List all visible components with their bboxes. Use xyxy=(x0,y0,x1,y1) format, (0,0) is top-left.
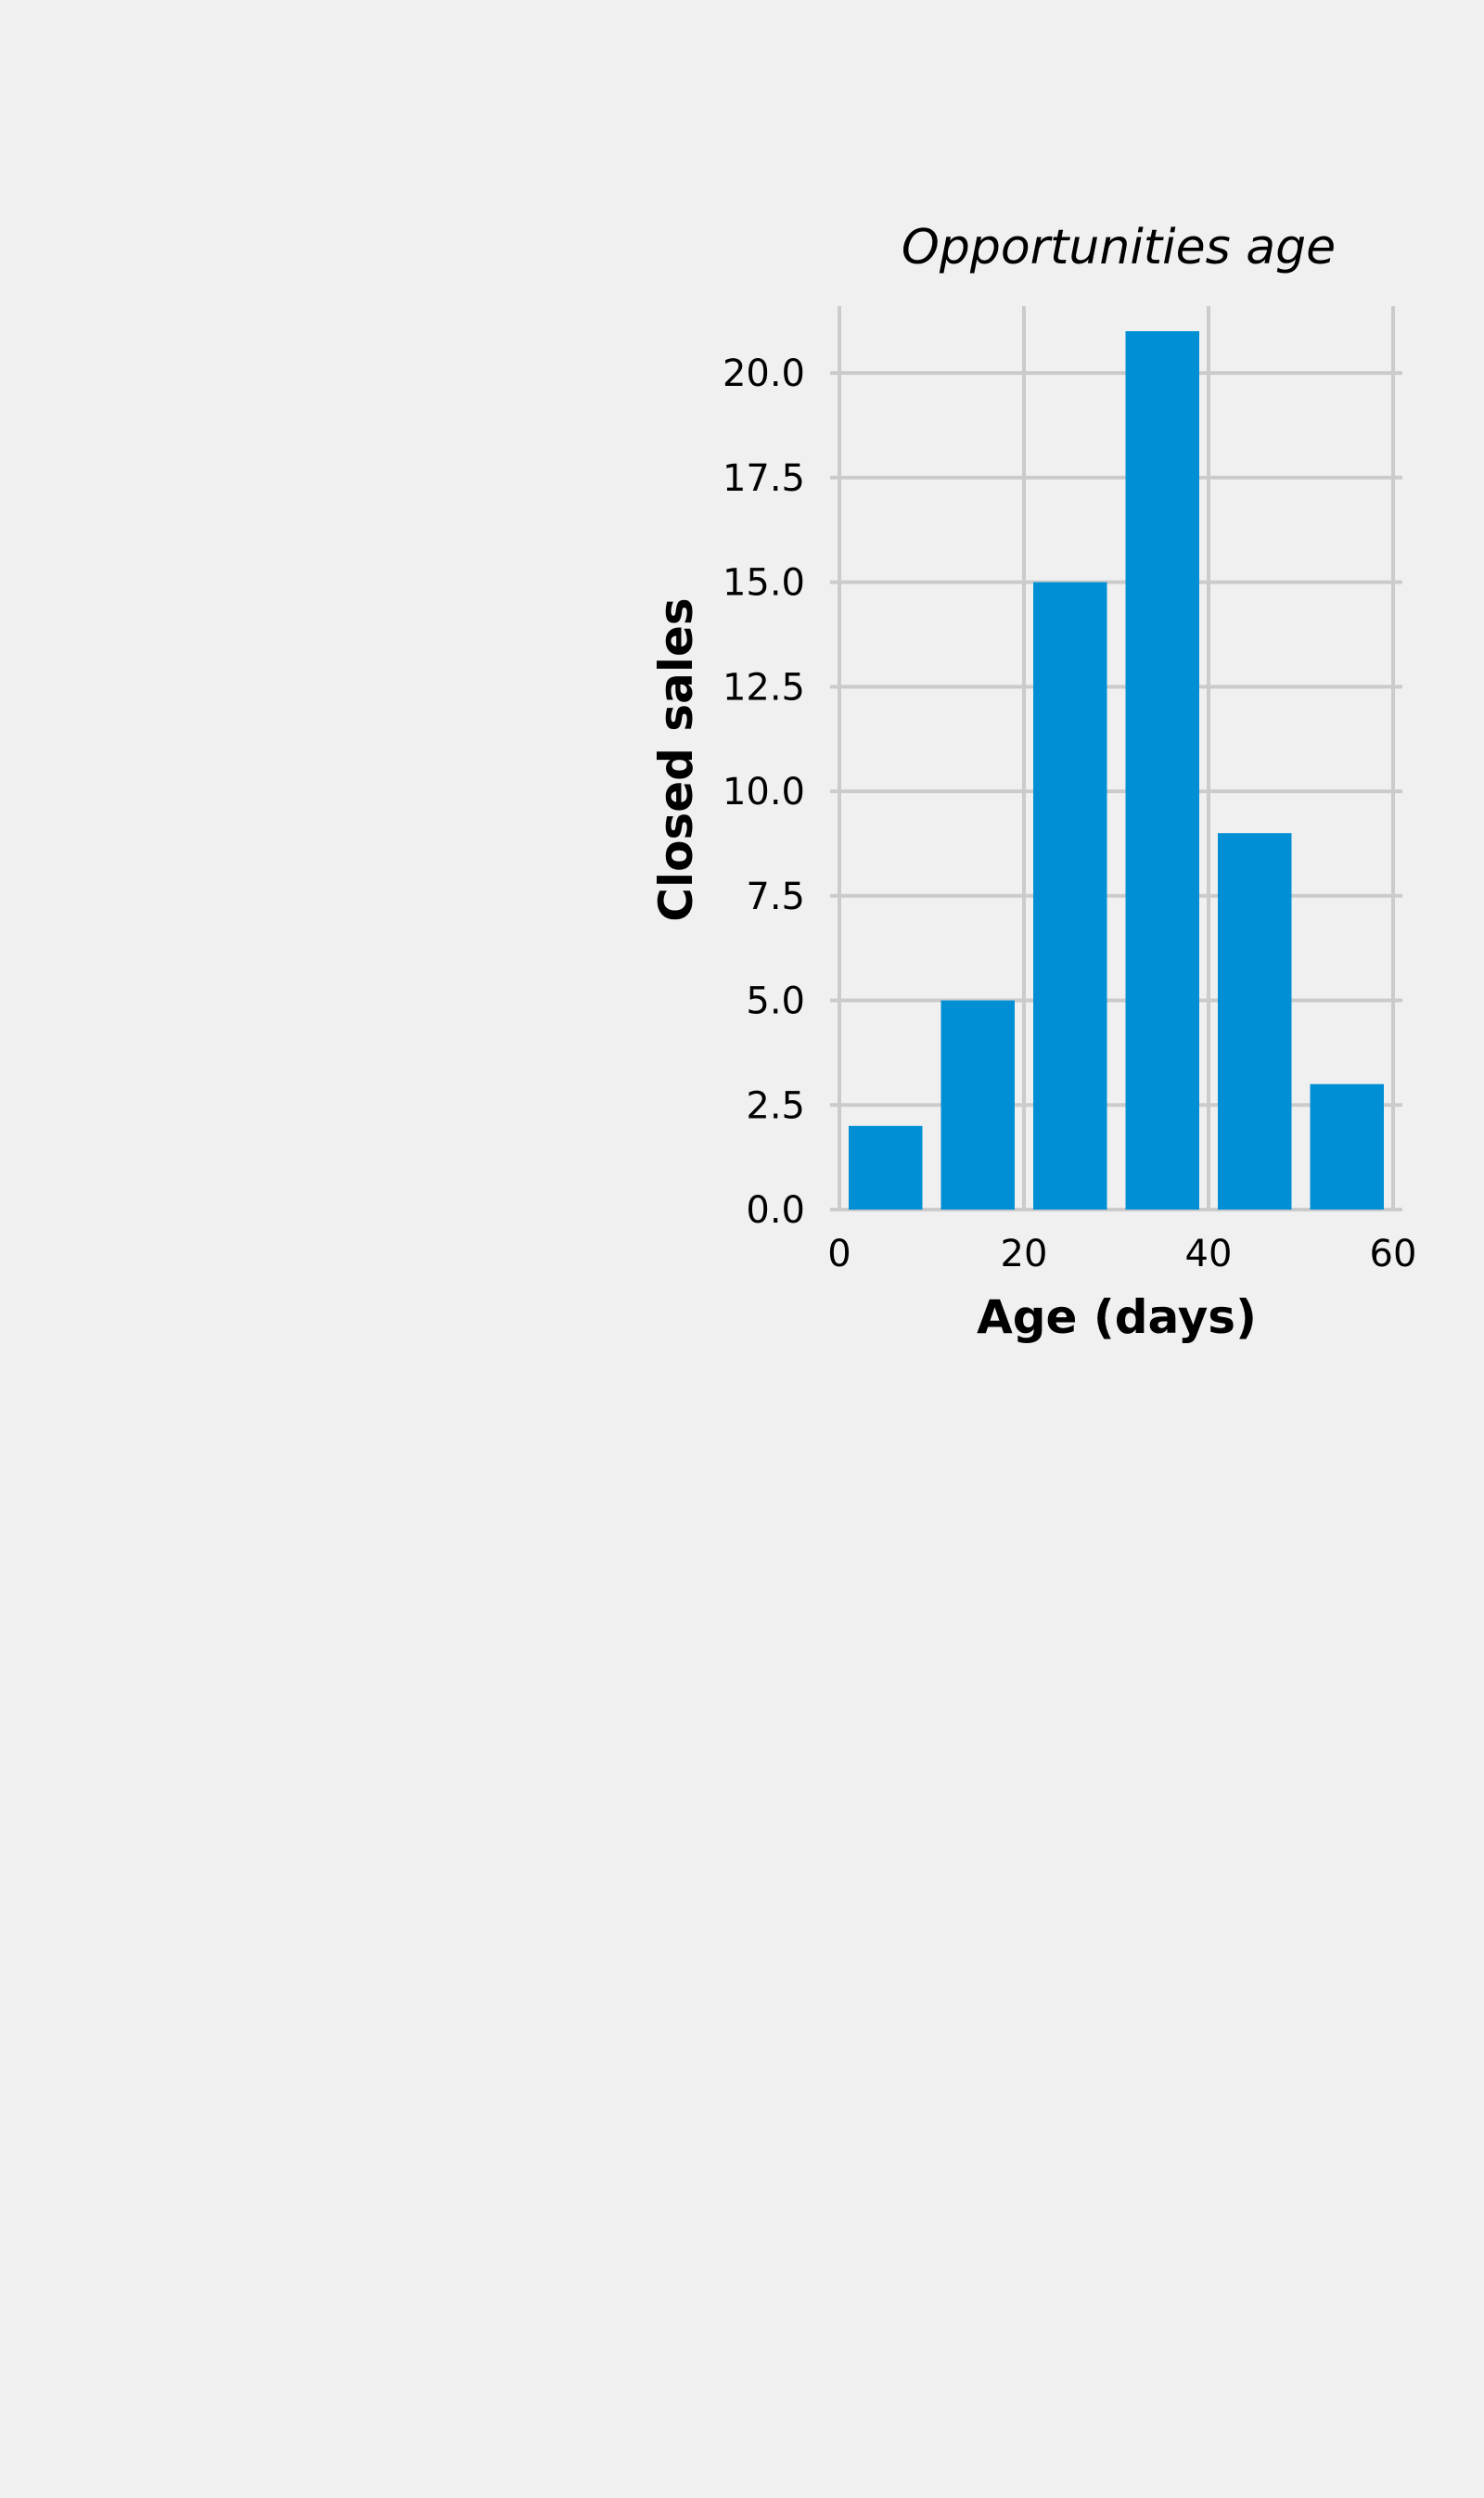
x-axis-label: Age (days) xyxy=(977,1290,1257,1344)
y-tick-label: 2.5 xyxy=(746,1084,805,1127)
y-axis-label: Closed sales xyxy=(649,597,703,921)
grid-layer xyxy=(830,306,1402,1211)
bar xyxy=(1125,331,1199,1210)
bars-layer xyxy=(849,331,1384,1210)
bar xyxy=(1218,833,1292,1210)
y-tick-label: 15.0 xyxy=(723,562,805,605)
y-tick-label: 0.0 xyxy=(746,1189,805,1232)
y-tick-label: 12.5 xyxy=(723,666,805,709)
y-tick-label: 10.0 xyxy=(723,771,805,813)
x-tick-label: 40 xyxy=(1185,1233,1233,1275)
chart-title: Opportunities age xyxy=(902,220,1336,275)
bar xyxy=(849,1125,923,1210)
y-tick-label: 7.5 xyxy=(746,876,805,918)
bar xyxy=(1310,1083,1384,1210)
y-tick-label: 17.5 xyxy=(723,457,805,500)
ticks-layer: 0 20 40 60 0.0 2.5 5.0 7.5 10.0 12.5 15.0 17.5 20.0 xyxy=(723,352,1417,1275)
y-tick-label: 20.0 xyxy=(723,352,805,395)
x-tick-label: 0 xyxy=(827,1233,851,1275)
bar xyxy=(1033,582,1107,1210)
x-tick-label: 20 xyxy=(1001,1233,1048,1275)
y-tick-label: 5.0 xyxy=(746,980,805,1023)
bar xyxy=(940,1000,1015,1210)
x-tick-label: 60 xyxy=(1370,1233,1417,1275)
